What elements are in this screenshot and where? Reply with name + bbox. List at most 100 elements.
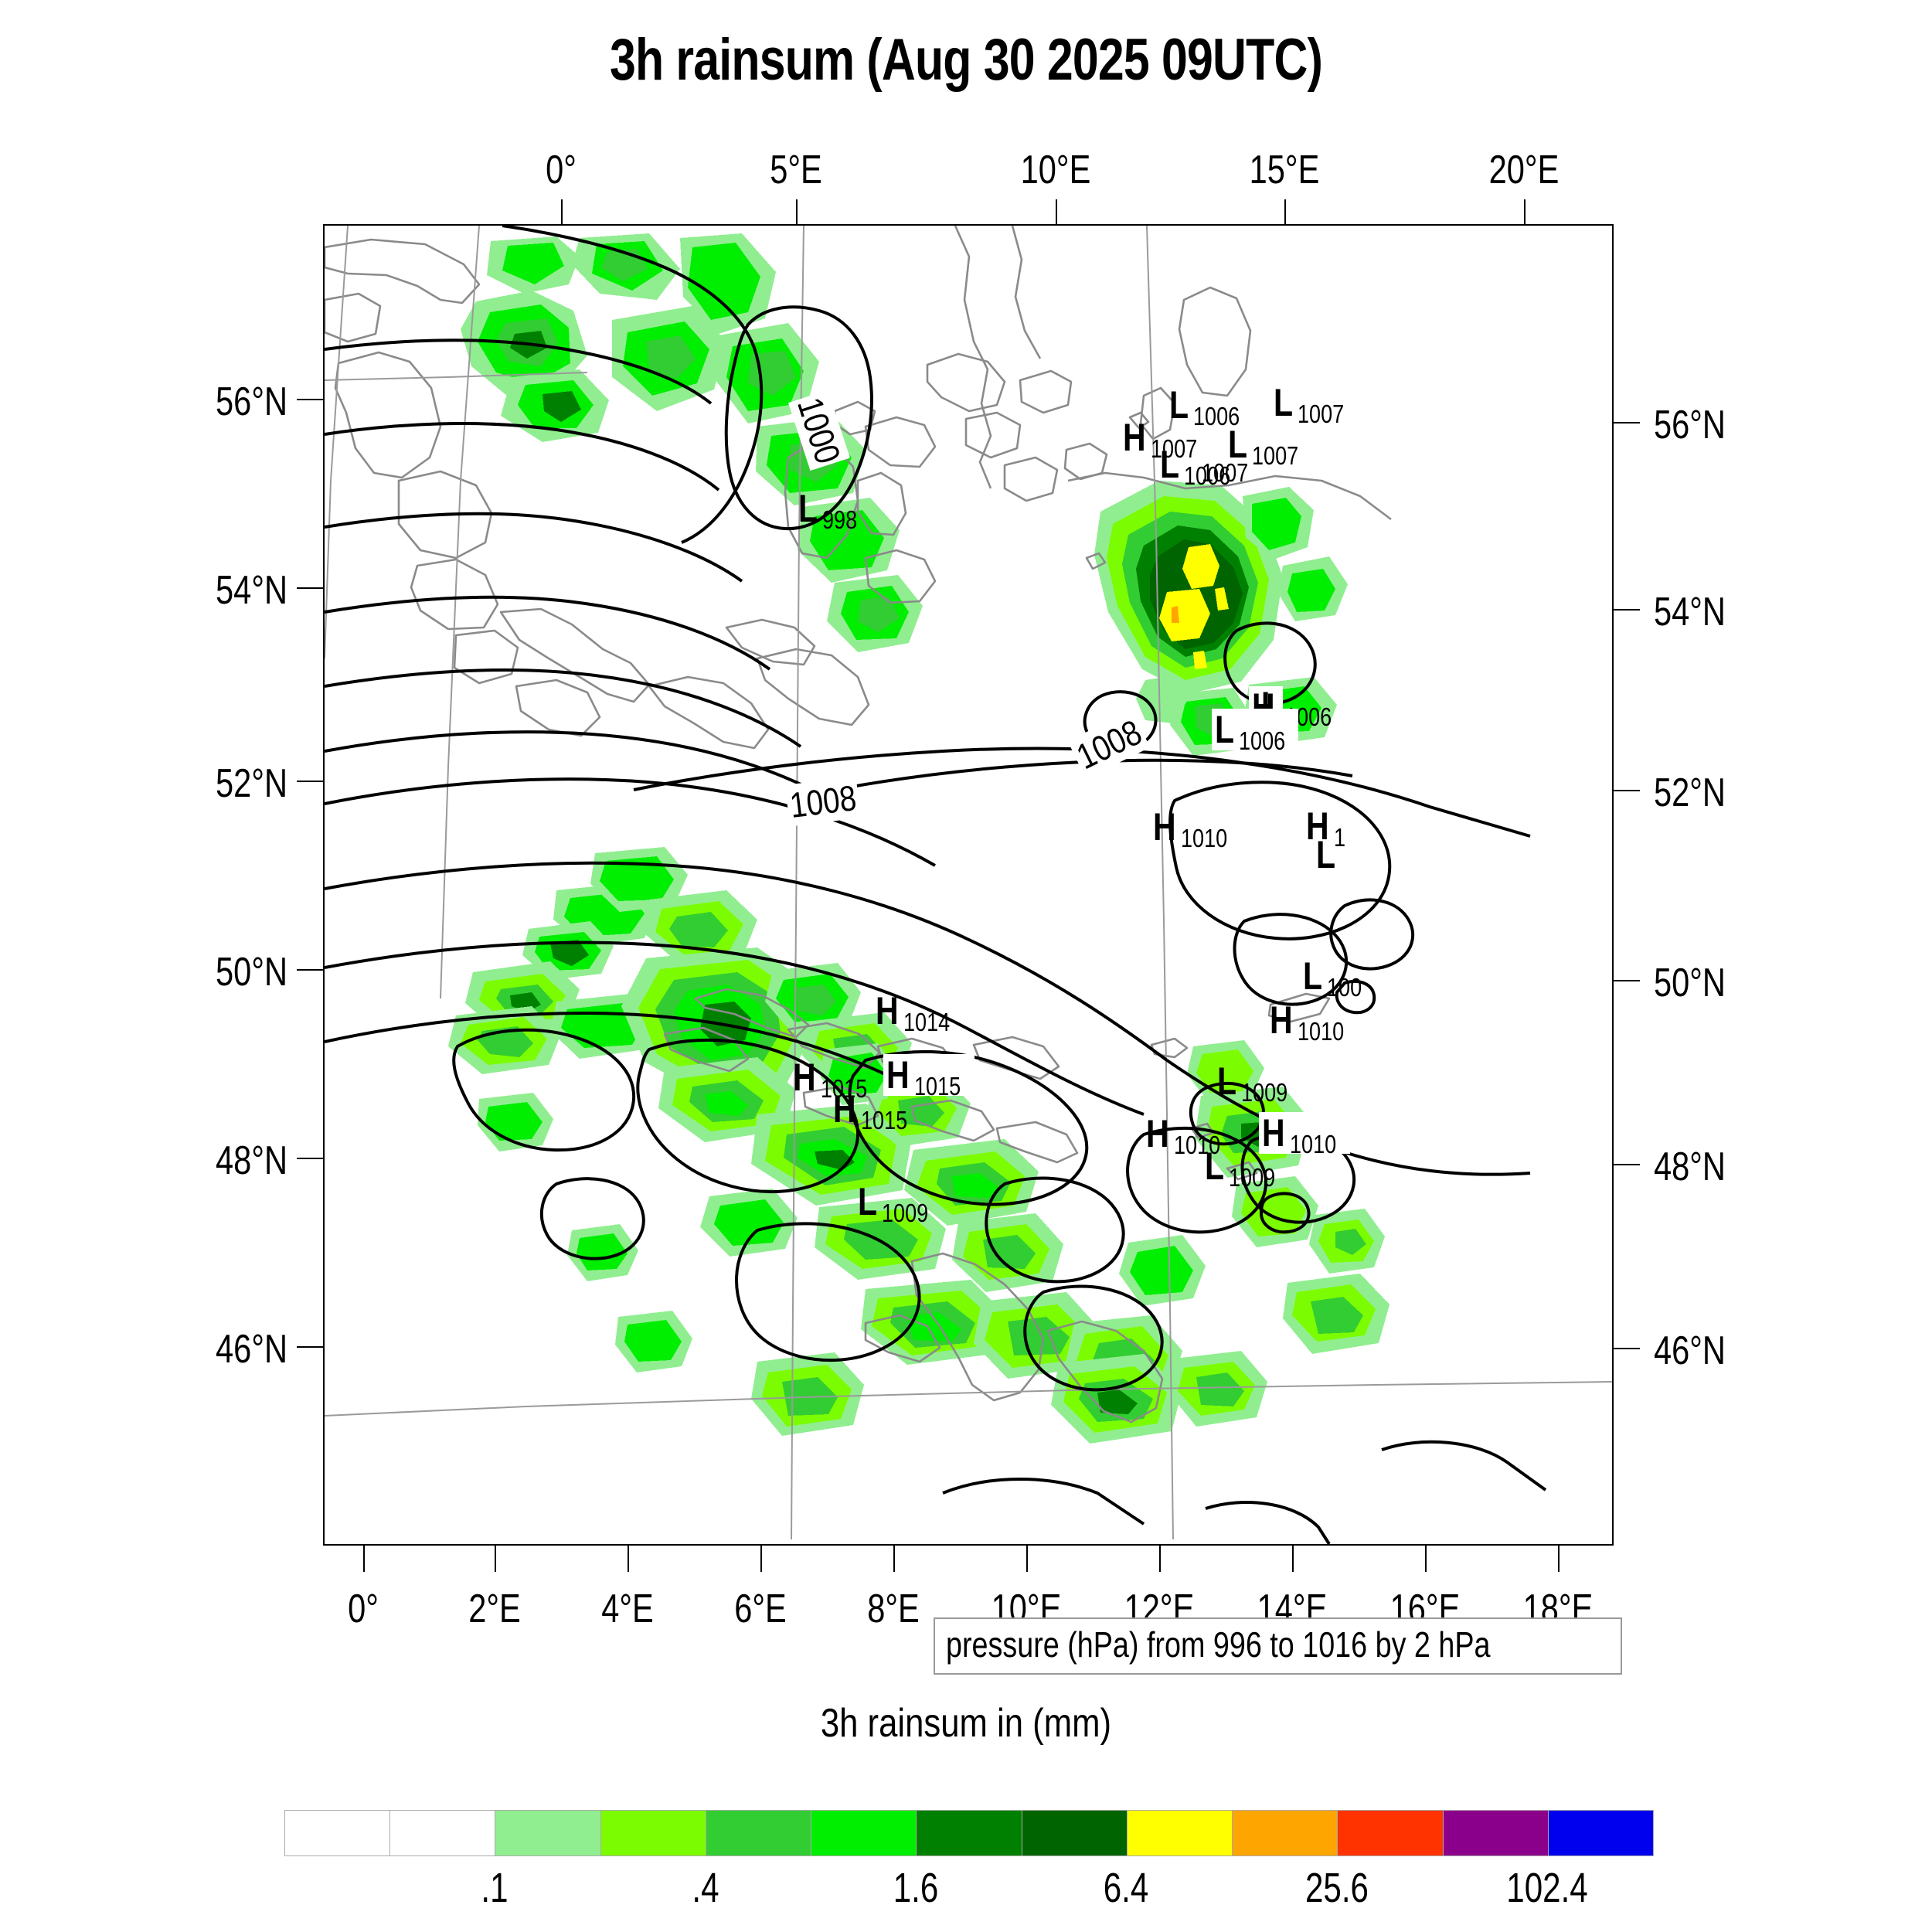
- pressure-symbol: H: [1146, 1112, 1169, 1155]
- colorbar-cell[interactable]: [706, 1811, 812, 1855]
- left-tick-2: 52°N: [216, 761, 287, 806]
- left-tick-3: 50°N: [216, 950, 287, 995]
- tick-mark: [1614, 1164, 1640, 1165]
- pressure-legend-box: pressure (hPa) from 996 to 1016 by 2 hPa: [934, 1617, 1623, 1675]
- pressure-low-marker: L 1009: [1217, 1062, 1298, 1105]
- pressure-value: 1009: [1228, 1163, 1275, 1192]
- top-tick-2: 10°E: [1020, 148, 1091, 192]
- colorbar-cell[interactable]: [1127, 1811, 1233, 1855]
- pressure-symbol: H: [1153, 805, 1176, 849]
- pressure-value: 1: [1334, 823, 1346, 852]
- pressure-low-marker: L 998: [798, 487, 865, 532]
- colorbar-cell[interactable]: [390, 1811, 496, 1855]
- isobar-label: 1008: [784, 776, 862, 827]
- pressure-symbol: H: [1123, 416, 1146, 459]
- pressure-high-marker: H 1010: [1270, 998, 1355, 1044]
- pressure-symbol: H: [1270, 998, 1293, 1042]
- tick-mark: [1056, 199, 1057, 226]
- pressure-value: 1014: [903, 1008, 951, 1036]
- precip-shading: [448, 233, 1389, 1444]
- bottom-tick-3: 6°E: [734, 1587, 787, 1631]
- colorbar-cell[interactable]: [1233, 1811, 1338, 1855]
- pressure-symbol: L: [1215, 708, 1235, 751]
- pressure-symbol: L: [1160, 443, 1180, 486]
- right-tick-0: 56°N: [1654, 403, 1726, 447]
- pressure-value: 998: [821, 505, 857, 534]
- colorbar-cell[interactable]: [1338, 1811, 1444, 1855]
- right-tick-1: 54°N: [1654, 590, 1726, 634]
- tick-mark: [1614, 790, 1640, 791]
- pressure-low-marker: L 1009: [858, 1180, 938, 1226]
- pressure-low-marker: L 1007: [1274, 383, 1354, 427]
- pressure-value: 1007: [1202, 458, 1249, 487]
- tick-mark: [363, 1546, 365, 1572]
- pressure-value: 1010: [1290, 1130, 1337, 1158]
- pressure-low-marker: L 1006: [1212, 708, 1298, 755]
- pressure-symbol: L: [1228, 423, 1248, 466]
- tick-mark: [1292, 1546, 1294, 1572]
- tick-mark: [796, 199, 798, 226]
- pressure-low-marker: L 1006: [1160, 443, 1240, 488]
- top-tick-1: 5°E: [770, 148, 822, 192]
- colorbar[interactable]: [284, 1810, 1654, 1856]
- left-tick-4: 48°N: [216, 1138, 287, 1183]
- tick-mark: [1425, 1546, 1427, 1572]
- colorbar-cell[interactable]: [1022, 1811, 1128, 1855]
- tick-mark: [495, 1546, 496, 1572]
- colorbar-cell[interactable]: [917, 1811, 1022, 1855]
- page-title: 3h rainsum (Aug 30 2025 09UTC): [609, 27, 1323, 93]
- colorbar-cell[interactable]: [1443, 1811, 1549, 1855]
- pressure-symbol: H: [1262, 1111, 1285, 1155]
- pressure-value: 1007: [1151, 434, 1198, 463]
- colorbar-tick-labels: .1 .4 1.6 6.4 25.6 102.4: [284, 1864, 1652, 1918]
- top-tick-0: 0°: [546, 148, 577, 192]
- pressure-symbol: L: [798, 487, 818, 530]
- pressure-symbol: H: [1306, 804, 1329, 848]
- bottom-tick-0: 0°: [348, 1587, 379, 1631]
- colorbar-cell[interactable]: [600, 1811, 706, 1855]
- right-tick-3: 50°N: [1654, 961, 1726, 1005]
- pressure-symbol: L: [1303, 954, 1323, 998]
- colorbar-tick-label: .1: [481, 1865, 509, 1911]
- pressure-value: 1009: [881, 1199, 928, 1227]
- colorbar-cell[interactable]: [811, 1811, 917, 1855]
- colorbar-cell[interactable]: [495, 1811, 601, 1855]
- right-tick-4: 48°N: [1654, 1145, 1726, 1189]
- tick-mark: [1614, 980, 1640, 981]
- pressure-symbol: L: [858, 1180, 878, 1223]
- tick-mark: [561, 199, 563, 226]
- top-tick-3: 15°E: [1249, 148, 1320, 192]
- tick-mark: [297, 781, 323, 782]
- pressure-value: 1007: [1297, 400, 1344, 428]
- tick-mark: [1614, 1348, 1640, 1349]
- pressure-high-marker: H 1007: [1123, 416, 1208, 461]
- colorbar-tick-label: 102.4: [1506, 1865, 1588, 1911]
- pressure-value: 1006: [1238, 726, 1285, 755]
- pressure-symbol: L: [1169, 383, 1189, 427]
- left-tick-0: 56°N: [216, 379, 287, 424]
- pressure-value: 100: [1326, 973, 1362, 1002]
- pressure-low-marker: L 1009: [1205, 1145, 1285, 1190]
- pressure-value: 1009: [1240, 1078, 1287, 1107]
- pressure-symbol: H: [793, 1056, 816, 1099]
- colorbar-title: 3h rainsum in (mm): [0, 1700, 1932, 1747]
- pressure-low-marker: L 100: [1303, 954, 1369, 1000]
- colorbar-cell[interactable]: [1548, 1811, 1654, 1855]
- tick-mark: [297, 399, 323, 400]
- colorbar-cell[interactable]: [285, 1811, 391, 1855]
- right-tick-2: 52°N: [1654, 770, 1726, 815]
- pressure-symbol: H: [833, 1087, 856, 1131]
- pressure-value: 1010: [1298, 1017, 1345, 1046]
- pressure-symbol: L: [1205, 1145, 1225, 1188]
- pressure-legend-text: pressure (hPa) from 996 to 1016 by 2 hPa: [946, 1624, 1491, 1665]
- pressure-value: 1007: [1251, 441, 1298, 470]
- colorbar-tick-label: 25.6: [1304, 1865, 1369, 1911]
- pressure-high-marker: H 1010: [1146, 1112, 1231, 1158]
- tick-mark: [297, 969, 323, 971]
- map-graphics: [325, 226, 1612, 1544]
- top-tick-4: 20°E: [1488, 148, 1560, 192]
- right-tick-5: 46°N: [1654, 1328, 1726, 1373]
- pressure-high-marker: H 1014: [876, 992, 961, 1035]
